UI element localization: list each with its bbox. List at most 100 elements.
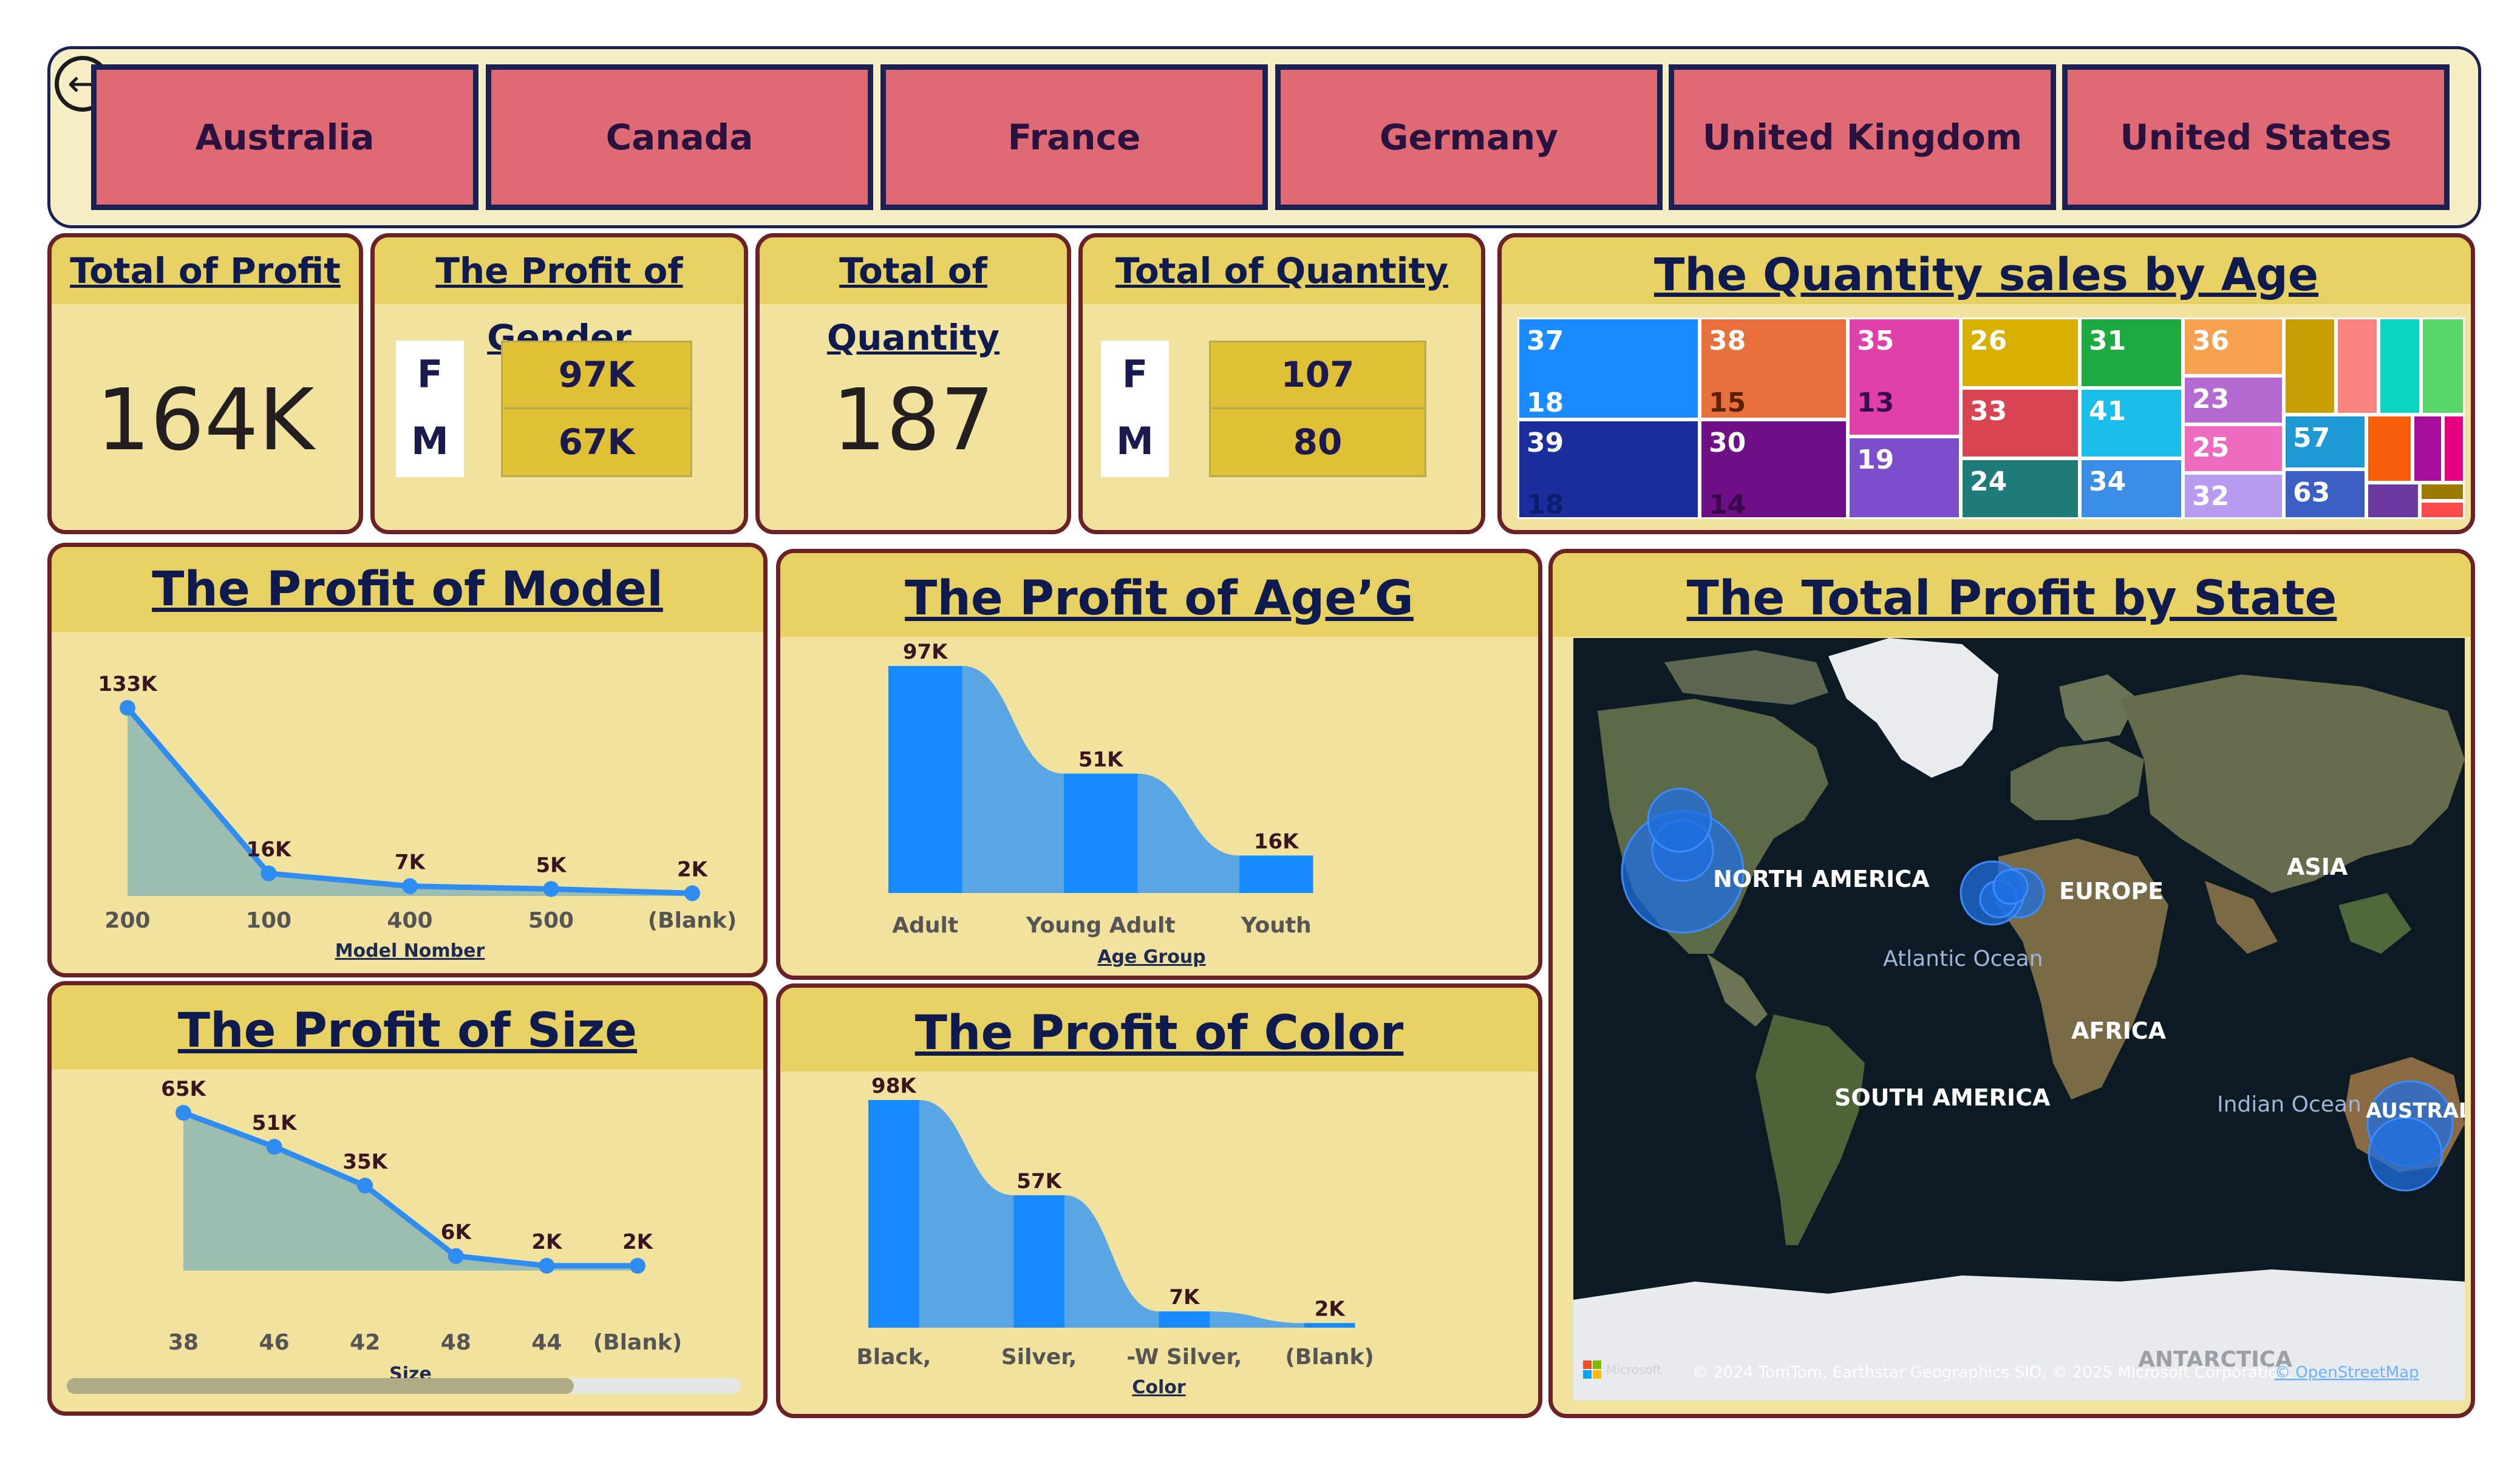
treemap-tile[interactable]: 30 14 — [1700, 419, 1848, 520]
slicer-germany[interactable]: Germany — [1275, 64, 1663, 210]
data-label: 133K — [98, 672, 158, 696]
x-tick-label: Youth — [1241, 913, 1312, 938]
treemap-tile[interactable] — [2284, 318, 2336, 415]
data-point — [266, 1139, 282, 1155]
chart-profit-of-age: The Profit of Age’G 97K Adult 51K Young Adu… — [776, 549, 1542, 980]
treemap-tile[interactable]: 41 — [2080, 388, 2183, 458]
treemap-tile[interactable]: 31 — [2080, 318, 2183, 388]
data-label: 98K — [871, 1074, 917, 1098]
bar — [1159, 1311, 1210, 1328]
profit-age-chart: 97K Adult 51K Young Adult 16K Youth Age Group — [888, 640, 1313, 968]
horizontal-scrollbar[interactable] — [67, 1378, 741, 1394]
treemap-tile[interactable] — [2420, 483, 2465, 501]
map-label-africa: AFRICA — [2071, 1017, 2167, 1044]
slicer-australia[interactable]: Australia — [91, 64, 478, 210]
card-title: The Profit of Color — [780, 988, 1538, 1072]
treemap-tile[interactable]: 36 — [2183, 318, 2284, 376]
treemap-tile[interactable] — [2379, 318, 2421, 415]
card-title: Total of Quantity — [760, 237, 1067, 358]
treemap-tile[interactable] — [2420, 501, 2465, 519]
x-axis-title: Color — [1132, 1377, 1186, 1398]
map-label-indian: Indian Ocean — [2217, 1092, 2362, 1117]
slicer-france[interactable]: France — [880, 64, 1268, 210]
bar — [1013, 1195, 1064, 1328]
data-point — [120, 700, 135, 716]
bar — [1239, 855, 1313, 893]
x-tick-label: Silver, — [1001, 1345, 1077, 1370]
gender-label-m: M — [411, 418, 449, 463]
treemap-tile[interactable] — [2443, 415, 2465, 483]
x-tick-label: (Blank) — [648, 908, 737, 933]
scrollbar-thumb[interactable] — [67, 1378, 574, 1394]
data-point — [543, 881, 559, 897]
data-point — [402, 878, 418, 894]
x-tick-label: 38 — [168, 1330, 199, 1355]
treemap-area: 37 18 39 18 38 15 30 14 35 13 19 26 33 24 31 … — [1517, 318, 2465, 520]
data-label: 57K — [1017, 1169, 1062, 1194]
x-tick-label: 500 — [528, 908, 574, 933]
gender-label-f: F — [417, 352, 443, 396]
map-label-antarctica: ANTARCTICA — [2138, 1347, 2292, 1372]
chart-profit-of-model: The Profit of Model 133K 200 16K 100 7K 400 5K… — [47, 543, 768, 977]
treemap-tile[interactable]: 32 — [2183, 473, 2284, 519]
world-map[interactable]: NORTH AMERICA EUROPE ASIA AFRICA SOUTH A… — [1573, 638, 2465, 1401]
x-tick-label: 200 — [104, 908, 150, 933]
treemap-tile[interactable]: 39 18 — [1517, 419, 1700, 520]
treemap-tile[interactable] — [2366, 483, 2420, 519]
data-label: 51K — [1078, 747, 1124, 772]
data-label: 7K — [1169, 1285, 1200, 1309]
slicer-united-states[interactable]: United States — [2062, 64, 2450, 210]
x-tick-label: 100 — [246, 908, 291, 933]
treemap-tile[interactable]: 57 — [2284, 415, 2366, 469]
map-label-south-america: SOUTH AMERICA — [1834, 1084, 2051, 1111]
treemap-tile[interactable]: 19 — [1848, 436, 1961, 519]
treemap-tile[interactable]: 26 — [1961, 318, 2080, 388]
data-label: 16K — [247, 838, 292, 862]
data-label: 51K — [252, 1111, 298, 1135]
slicer-canada[interactable]: Canada — [486, 64, 873, 210]
treemap-tile[interactable]: 24 — [1961, 458, 2080, 519]
data-label: 97K — [903, 640, 948, 664]
profit-color-chart: 98K Black, 57K Silver, 7K -W Silver, 2K (Blank)… — [856, 1074, 1374, 1398]
data-label: 5K — [536, 853, 567, 877]
treemap-quantity-by-age: The Quantity sales by Age 37 18 39 18 38 15… — [1497, 233, 2475, 534]
profit-model-chart: 133K 200 16K 100 7K 400 5K 500 2K (Blank) Model No… — [98, 672, 737, 962]
kpi-value: 164K — [96, 371, 315, 470]
data-label: 6K — [441, 1220, 472, 1245]
data-label: 16K — [1254, 829, 1299, 854]
gender-value-f: 97K — [503, 342, 690, 409]
treemap-tile[interactable]: 37 18 — [1517, 318, 1700, 419]
data-point — [175, 1105, 191, 1121]
card-title: The Profit of Model — [52, 547, 763, 632]
gender-values: 107 80 — [1209, 341, 1426, 477]
card-title: The Profit of Age’G — [780, 553, 1538, 637]
treemap-tile[interactable] — [2413, 415, 2443, 483]
data-label: 7K — [395, 851, 426, 875]
ribbon-band — [868, 1100, 1355, 1328]
series-line — [182, 1110, 638, 1269]
treemap-tile[interactable]: 35 13 — [1848, 318, 1961, 436]
treemap-tile[interactable]: 38 15 — [1700, 318, 1848, 419]
treemap-tile[interactable]: 25 — [2183, 424, 2284, 473]
x-tick-label: Young Adult — [1026, 913, 1176, 938]
chart-profit-of-size: The Profit of Size 65K 38 51K 46 35K 42 6K 48 2K… — [47, 981, 768, 1416]
x-axis-title: Model Nomber — [335, 940, 485, 962]
treemap-tile[interactable] — [2366, 415, 2413, 483]
gender-value-m: 80 — [1293, 421, 1343, 463]
treemap-tile[interactable]: 63 — [2284, 469, 2366, 519]
treemap-tile[interactable]: 34 — [2080, 458, 2183, 519]
x-tick-label: 46 — [259, 1330, 290, 1355]
gender-label-f: F — [1122, 352, 1148, 396]
map-bubble — [2368, 1116, 2443, 1192]
treemap-tile[interactable] — [2421, 318, 2465, 415]
card-title: Total of Quantity — [1083, 237, 1481, 304]
x-axis-title: Age Group — [1097, 946, 1205, 968]
gender-value-m: 67K — [558, 421, 635, 463]
treemap-tile[interactable] — [2336, 318, 2379, 415]
chart-profit-of-color: The Profit of Color 98K Black, 57K Silver, 7… — [776, 983, 1542, 1418]
treemap-tile[interactable]: 23 — [2183, 376, 2284, 424]
data-label: 2K — [1315, 1297, 1346, 1321]
treemap-tile[interactable]: 33 — [1961, 388, 2080, 458]
slicer-united-kingdom[interactable]: United Kingdom — [1669, 64, 2056, 210]
map-attribution: © 2024 TomTom, Earthstar Geographics SIO… — [1692, 1364, 2293, 1382]
